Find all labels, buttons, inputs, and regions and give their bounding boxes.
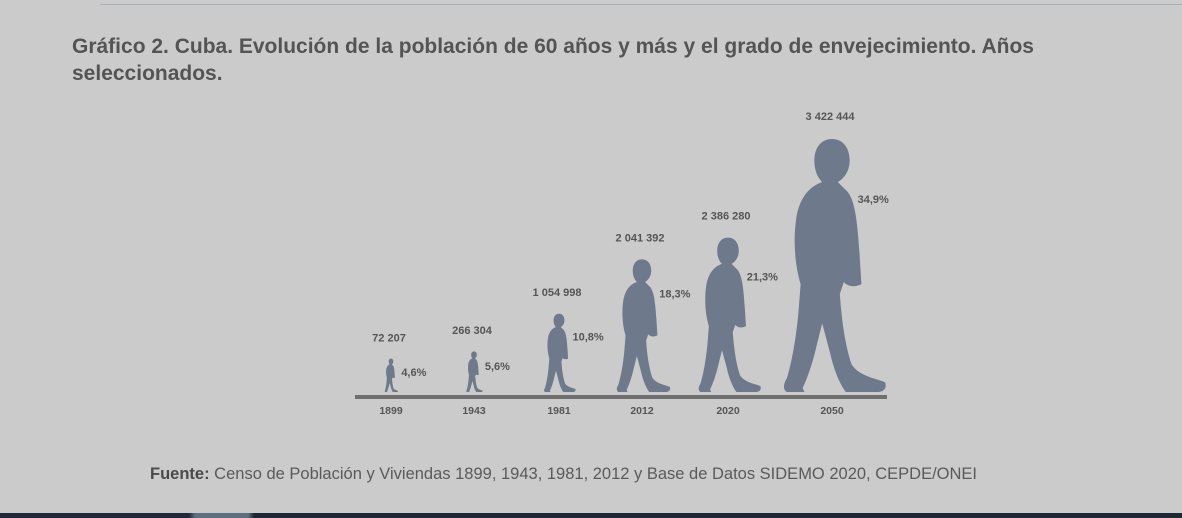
figures-group xyxy=(384,138,886,392)
figure-1943 xyxy=(466,351,483,392)
population-label-1899: 72 207 xyxy=(372,332,406,344)
population-label-1981: 1 054 998 xyxy=(533,287,582,299)
percent-label-2020: 21,3% xyxy=(747,272,778,284)
figure-1981 xyxy=(544,313,576,392)
figure-2050 xyxy=(783,138,886,392)
percent-label-1899: 4,6% xyxy=(401,367,426,379)
figure-1899 xyxy=(384,358,399,392)
year-label-2050: 2050 xyxy=(820,405,844,417)
chart-title: Gráfico 2. Cuba. Evolución de la poblaci… xyxy=(72,35,1034,85)
year-label-2012: 2012 xyxy=(630,405,654,417)
year-label-1981: 1981 xyxy=(547,405,571,417)
population-label-1943: 266 304 xyxy=(452,325,493,337)
population-label-2012: 2 041 392 xyxy=(616,232,665,244)
labels-group: 1899 72 207 4,6% 1943 266 304 5,6% 1981 1 054 9… xyxy=(372,111,889,417)
percent-label-1943: 5,6% xyxy=(485,361,510,373)
population-label-2050: 3 422 444 xyxy=(806,111,856,123)
percent-label-1981: 10,8% xyxy=(572,331,603,343)
year-label-1943: 1943 xyxy=(462,405,486,417)
year-label-2020: 2020 xyxy=(716,405,740,417)
bottom-strip xyxy=(0,513,1182,518)
top-rule xyxy=(100,4,1182,5)
figure-2020 xyxy=(698,237,761,392)
percent-label-2012: 18,3% xyxy=(659,289,690,301)
source-note: Fuente: Censo de Población y Viviendas 1… xyxy=(150,465,977,484)
year-label-1899: 1899 xyxy=(379,405,403,417)
percent-label-2050: 34,9% xyxy=(858,194,889,206)
population-label-2020: 2 386 280 xyxy=(702,210,751,222)
source-label: Fuente: xyxy=(150,465,210,483)
figure-2012 xyxy=(616,259,671,392)
source-text: Censo de Población y Viviendas 1899, 194… xyxy=(209,465,977,483)
